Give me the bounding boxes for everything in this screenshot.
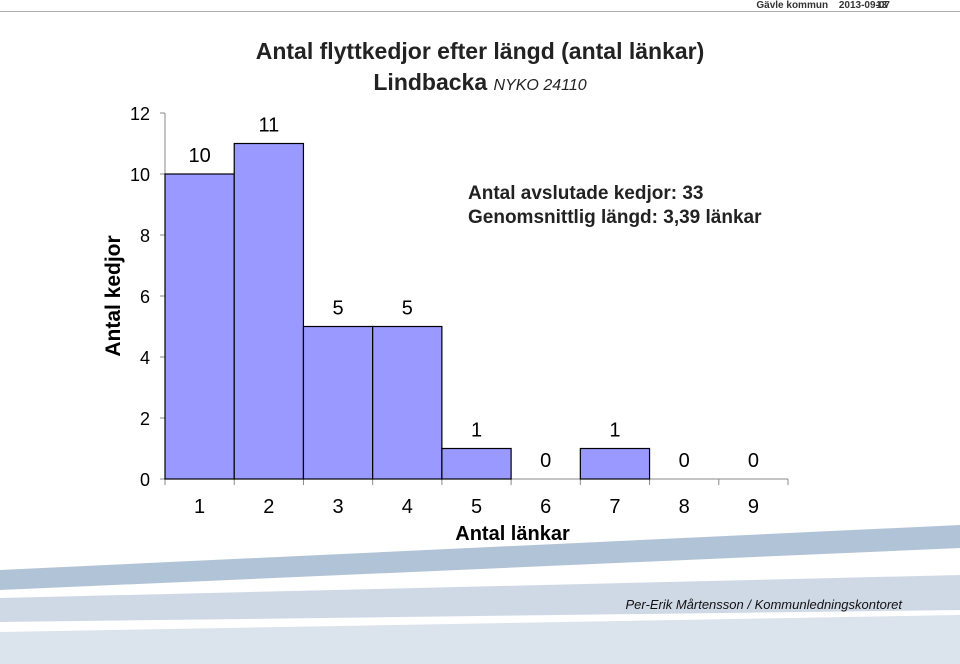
- chart-title: Antal flyttkedjor efter längd (antal län…: [255, 38, 705, 64]
- data-label: 5: [332, 298, 343, 320]
- x-tick-label: 4: [402, 496, 413, 518]
- x-tick-label: 6: [540, 496, 551, 518]
- bar: [164, 173, 235, 480]
- x-tick-label: 7: [609, 496, 620, 518]
- y-tick-label: 4: [140, 348, 150, 368]
- footer-band-3: [0, 615, 960, 664]
- y-tick-label: 0: [140, 470, 150, 490]
- data-label: 0: [679, 450, 690, 472]
- subtitle-place: Lindbacka: [373, 69, 488, 95]
- bar: [233, 142, 305, 480]
- header-divider: [0, 11, 960, 12]
- y-tick-label: 2: [140, 409, 150, 429]
- data-label: 1: [609, 420, 620, 442]
- footer-author: Per-Erik Mårtensson / Kommunledningskont…: [625, 597, 903, 612]
- x-tick-label: 8: [679, 496, 690, 518]
- y-axis-title: Antal kedjor: [102, 235, 125, 356]
- data-label: 0: [748, 450, 759, 472]
- y-tick-label: 8: [140, 226, 150, 246]
- bar: [579, 447, 651, 480]
- data-label: 5: [402, 298, 413, 320]
- bar: [372, 325, 443, 480]
- x-tick-label: 3: [332, 496, 343, 518]
- bar: [302, 325, 374, 480]
- y-tick-label: 10: [130, 165, 150, 185]
- stats-total-chains: Antal avslutade kedjor: 33: [468, 183, 704, 204]
- slide-date: 2013-09-07: [838, 0, 890, 11]
- stats-average-length: Genomsnittlig längd: 3,39 länkar: [468, 207, 762, 228]
- data-label: 11: [258, 115, 279, 137]
- footer-band-2: [0, 575, 960, 622]
- chart-subtitle: Lindbacka NYKO 24110: [100, 68, 860, 100]
- data-label: 0: [540, 450, 551, 472]
- y-tick-label: 12: [130, 104, 150, 124]
- slide-header: Gävle kommun 2013-09-07: [748, 0, 890, 11]
- x-tick-label: 2: [263, 496, 274, 518]
- x-axis-title: Antal länkar: [455, 523, 570, 545]
- subtitle-code: NYKO 24110: [493, 77, 587, 94]
- x-tick-label: 1: [194, 496, 205, 518]
- y-tick-label: 6: [140, 287, 150, 307]
- page-number: 13: [876, 0, 888, 11]
- stats-box: Antal avslutade kedjor: 33 Genomsnittlig…: [468, 182, 762, 230]
- data-label: 1: [471, 420, 482, 442]
- x-tick-label: 5: [471, 496, 482, 518]
- bar: [441, 447, 512, 480]
- data-label: 10: [188, 145, 210, 167]
- org-name: Gävle kommun: [756, 0, 829, 11]
- footer-band-1: [0, 525, 960, 590]
- x-tick-label: 9: [748, 496, 759, 518]
